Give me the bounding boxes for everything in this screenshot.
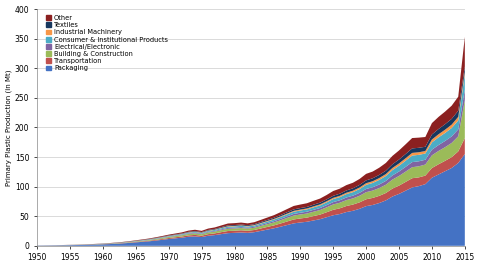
Legend: Other, Textiles, Industrial Machinery, Consumer & Institutional Products, Electr: Other, Textiles, Industrial Machinery, C… (45, 14, 169, 73)
Y-axis label: Primary Plastic Production (in Mt): Primary Plastic Production (in Mt) (6, 69, 12, 186)
